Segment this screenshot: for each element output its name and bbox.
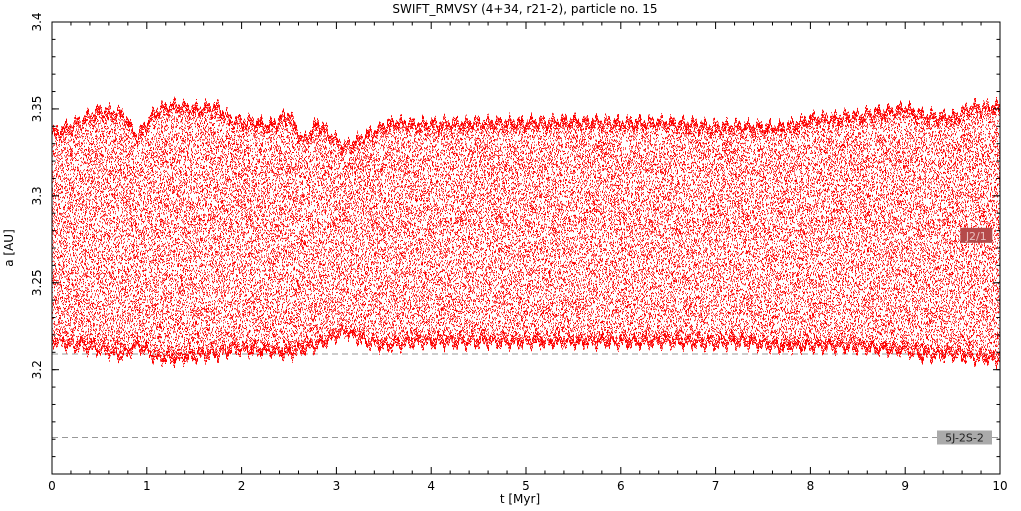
resonance-label: J2/1 xyxy=(965,230,987,243)
reference-label-box xyxy=(937,430,992,445)
y-tick-label: 3.25 xyxy=(30,269,44,296)
chart-title: SWIFT_RMVSY (4+34, r21-2), particle no. … xyxy=(392,2,657,16)
x-axis-label: t [Myr] xyxy=(500,492,540,506)
y-tick-label: 3.2 xyxy=(30,360,44,379)
x-tick-label: 2 xyxy=(238,479,246,493)
x-tick-label: 10 xyxy=(992,479,1007,493)
x-tick-label: 5 xyxy=(522,479,530,493)
x-tick-label: 8 xyxy=(807,479,815,493)
x-tick-label: 7 xyxy=(712,479,720,493)
x-tick-label: 9 xyxy=(901,479,909,493)
annotations: J2/1 xyxy=(960,227,993,243)
resonance-label-box xyxy=(960,227,993,243)
y-axis-label: a [AU] xyxy=(2,229,16,267)
y-tick-label: 3.3 xyxy=(30,186,44,205)
x-tick-label: 4 xyxy=(427,479,435,493)
x-tick-label: 0 xyxy=(48,479,56,493)
y-axis-ticks: 3.2 3.25 3.3 3.35 3.4 xyxy=(30,12,1000,458)
x-tick-label: 1 xyxy=(143,479,151,493)
x-tick-label: 3 xyxy=(333,479,341,493)
y-tick-label: 3.35 xyxy=(30,96,44,123)
reference-label: 5J-2S-2 xyxy=(945,431,984,444)
x-tick-label: 6 xyxy=(617,479,625,493)
y-tick-label: 3.4 xyxy=(30,12,44,31)
reference-lines: 5J-2S-2 xyxy=(52,353,1000,445)
x-axis-ticks: 0 1 2 3 4 5 6 7 8 9 10 xyxy=(48,22,1008,493)
